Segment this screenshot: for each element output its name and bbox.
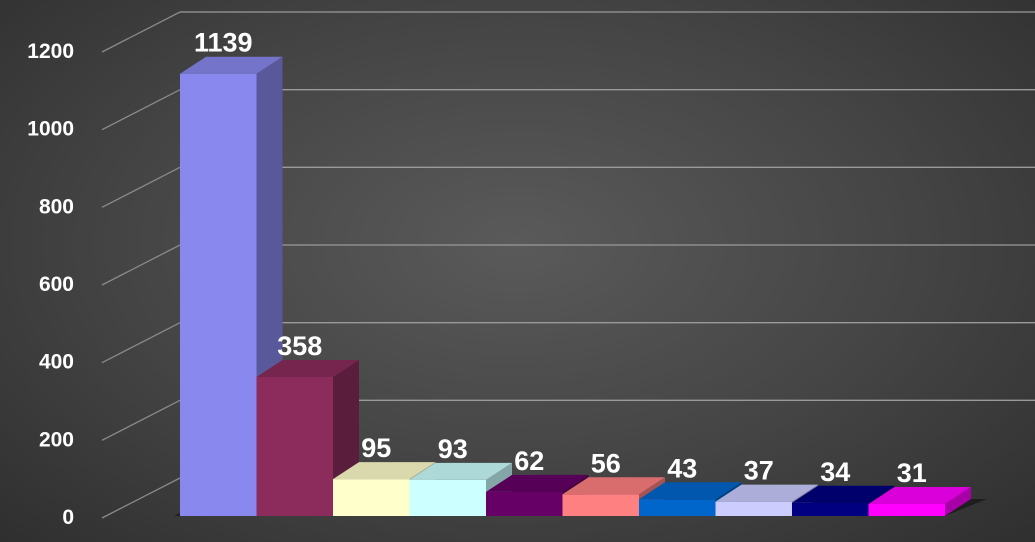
side-wall-line <box>101 244 181 286</box>
side-wall-line <box>101 11 181 53</box>
bar <box>868 486 971 516</box>
y-tick-label: 1000 <box>27 118 74 141</box>
bar-front <box>333 479 410 516</box>
y-tick-label: 1200 <box>27 40 74 63</box>
bar-side <box>945 486 971 516</box>
y-axis: 0 200 400 600 800 1000 1200 <box>27 40 74 529</box>
y-tick-label: 400 <box>39 351 74 374</box>
bar-top <box>409 462 512 480</box>
bar-front <box>792 502 869 516</box>
data-label: 62 <box>514 446 544 476</box>
data-label: 34 <box>820 457 850 487</box>
side-wall-line <box>101 89 181 131</box>
bar-top <box>256 359 359 377</box>
data-label: 1139 <box>194 28 253 58</box>
bar-top <box>715 484 818 502</box>
data-label: 56 <box>591 448 621 478</box>
bar-top <box>792 485 895 503</box>
side-wall-line <box>101 477 181 519</box>
y-tick-label: 200 <box>39 428 74 451</box>
bar-front <box>715 501 792 516</box>
side-wall-line <box>101 166 181 208</box>
data-label: 358 <box>277 331 322 361</box>
bar-front <box>868 503 945 516</box>
bar-front <box>409 479 486 516</box>
bar <box>715 484 818 516</box>
data-labels: 1139 358 95 93 62 56 43 37 34 31 <box>194 28 927 488</box>
data-label: 93 <box>438 434 468 464</box>
bar-front <box>256 376 333 516</box>
bar <box>256 359 359 516</box>
bar-top <box>562 477 665 495</box>
bars <box>180 56 971 517</box>
bar-top <box>868 486 971 504</box>
y-tick-label: 600 <box>39 273 74 296</box>
bar-top <box>333 462 436 480</box>
bar-top <box>639 482 742 500</box>
data-label: 31 <box>897 458 927 488</box>
bar-top <box>180 56 283 74</box>
bar-front <box>639 499 716 516</box>
side-wall-line <box>101 399 181 441</box>
bar-top <box>486 474 589 492</box>
bar-front <box>486 491 563 516</box>
bar-front <box>562 494 639 516</box>
data-label: 43 <box>667 453 697 483</box>
side-wall-line <box>101 322 181 364</box>
y-tick-label: 0 <box>62 506 74 529</box>
data-label: 37 <box>744 456 774 486</box>
bar-front <box>180 73 257 517</box>
y-tick-label: 800 <box>39 195 74 218</box>
data-label: 95 <box>361 433 391 463</box>
